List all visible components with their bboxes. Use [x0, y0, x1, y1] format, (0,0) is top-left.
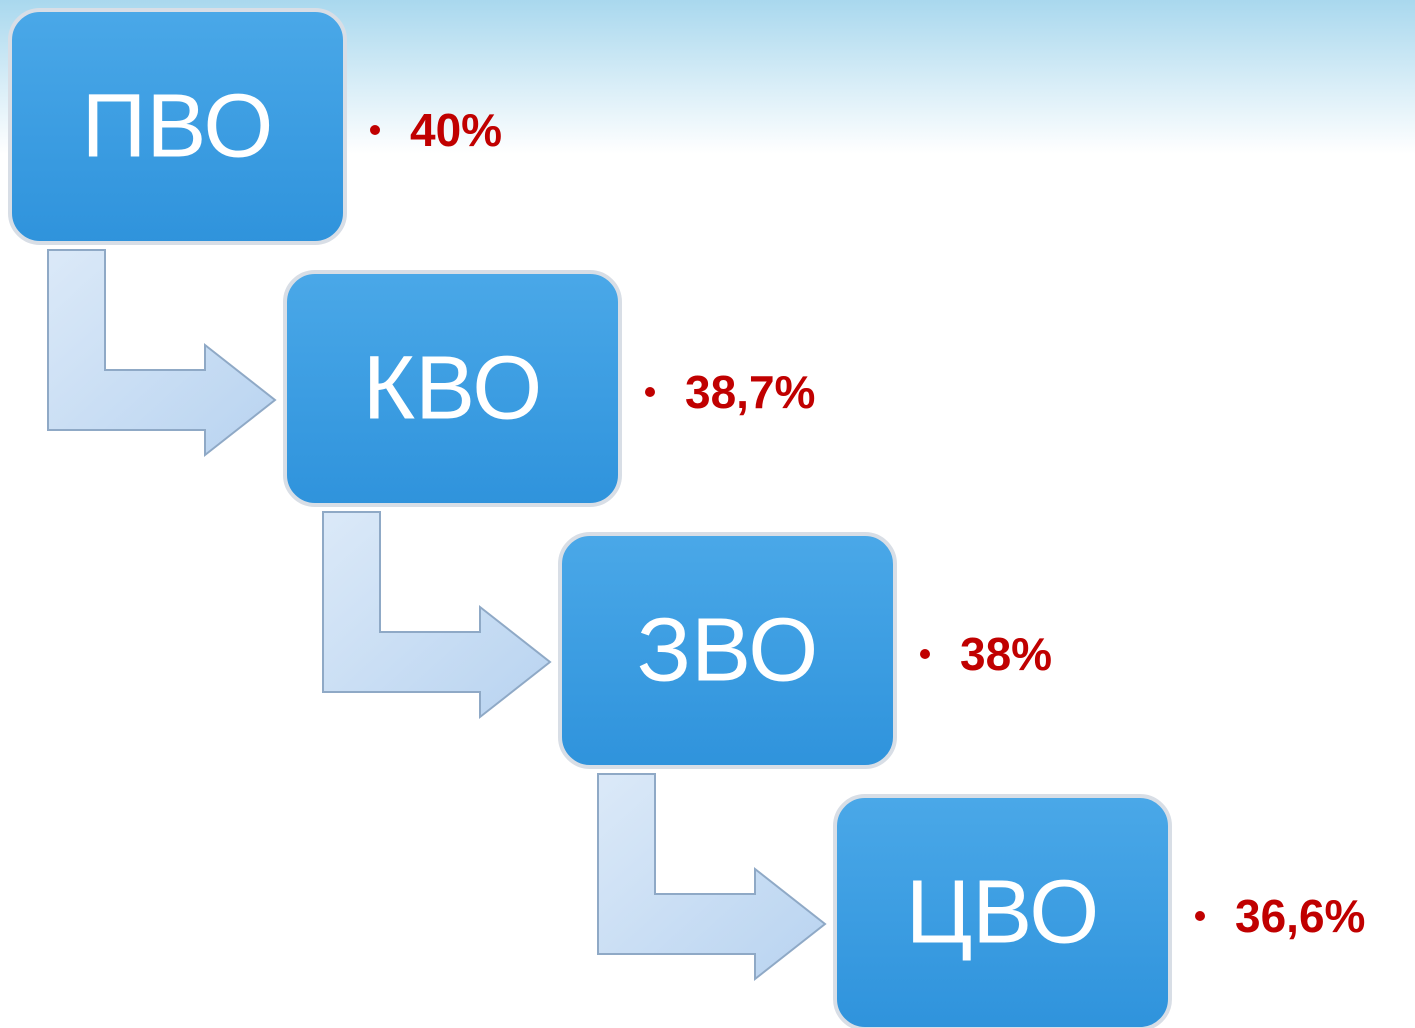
connector-arrow [597, 773, 827, 982]
bullet [645, 387, 655, 397]
bullet [1195, 911, 1205, 921]
node-label: ЦВО [906, 863, 1100, 963]
bullet [920, 649, 930, 659]
node-box [558, 532, 897, 769]
node-label: ЗВО [637, 601, 818, 701]
node-value: 36,6% [1235, 890, 1365, 942]
node-box [833, 794, 1172, 1028]
node-box [8, 8, 347, 245]
node-box [283, 270, 622, 507]
node-value: 40% [410, 104, 502, 156]
node-label: КВО [363, 339, 542, 439]
connector-arrow [322, 511, 552, 720]
node-value: 38% [960, 628, 1052, 680]
node-label: ПВО [82, 77, 274, 177]
bullet [370, 125, 380, 135]
node-value: 38,7% [685, 366, 815, 418]
flow: ПВО 40% КВО 38,7% ЗВО 38% ЦВО 36,6% [8, 8, 1365, 1028]
connector-arrow [47, 249, 277, 458]
